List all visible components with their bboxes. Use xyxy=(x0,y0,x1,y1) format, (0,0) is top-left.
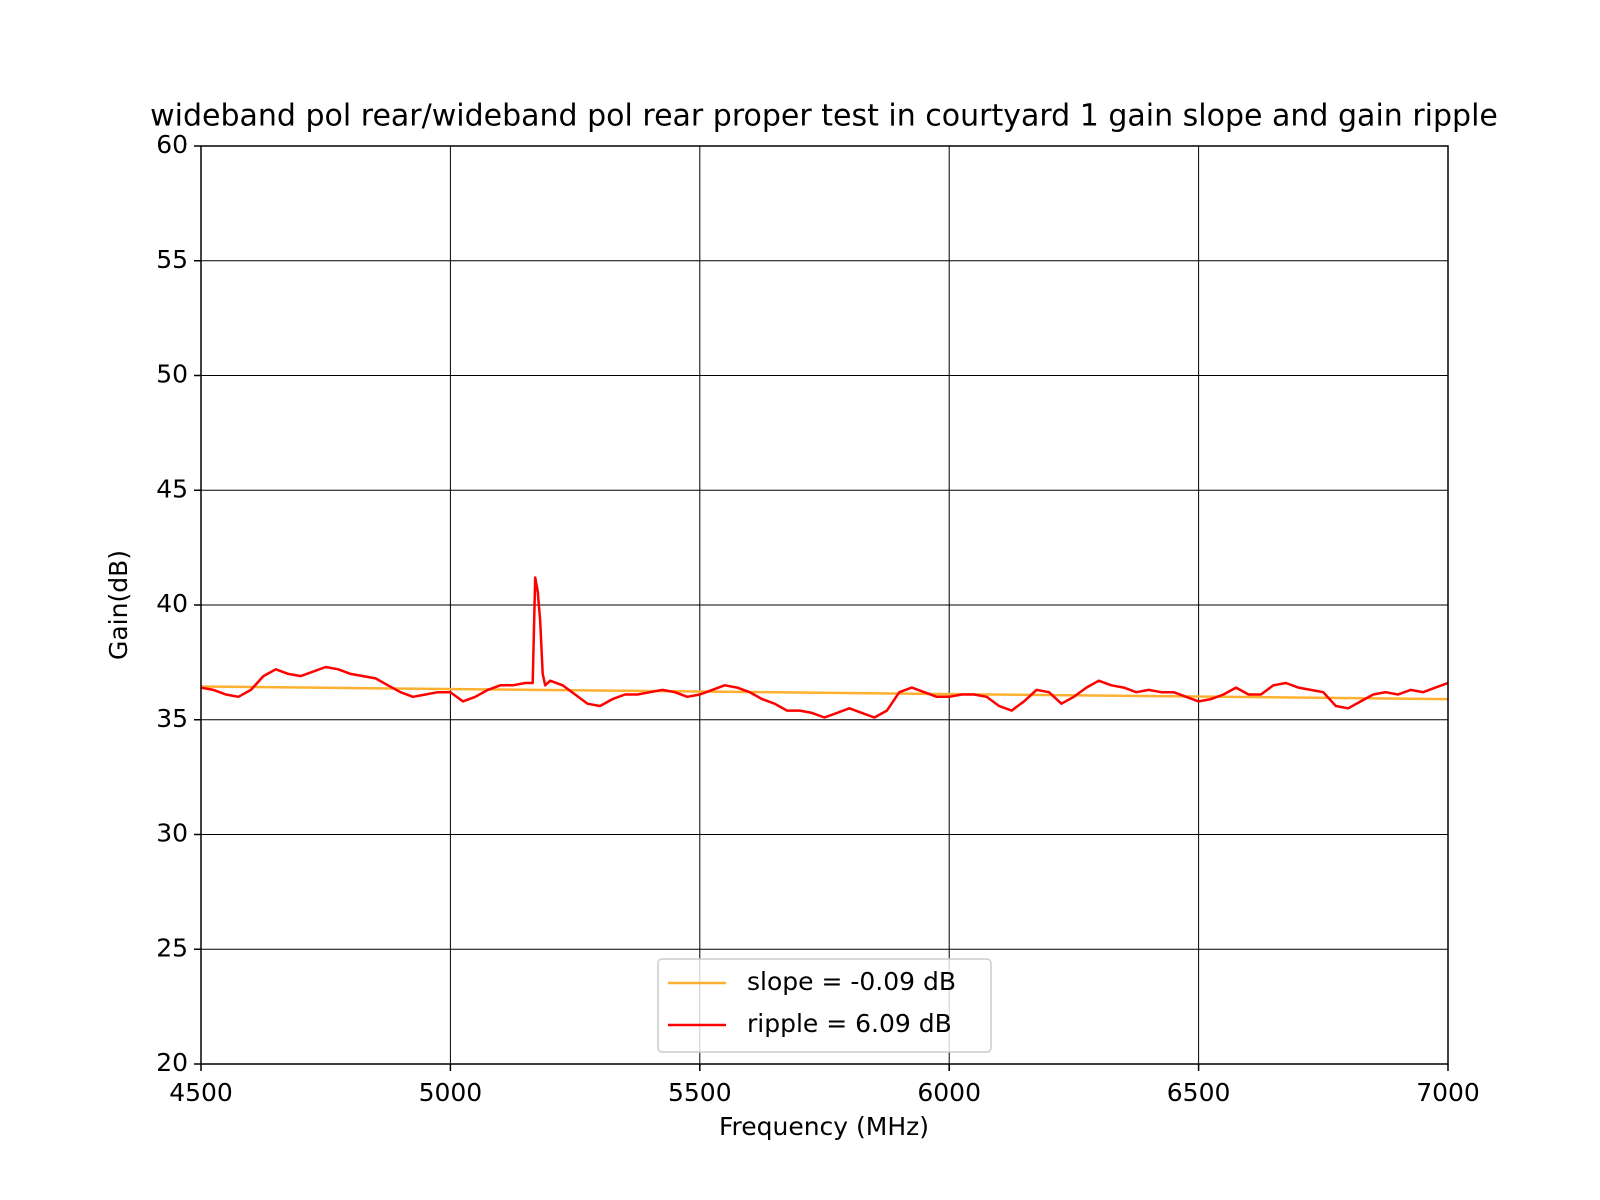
legend-box xyxy=(657,958,992,1053)
y-tick-label: 40 xyxy=(156,589,188,618)
x-tick-label: 5000 xyxy=(419,1078,483,1107)
y-tick-label: 50 xyxy=(156,360,188,389)
legend-label: slope = -0.09 dB xyxy=(747,967,956,996)
x-tick-label: 7000 xyxy=(1416,1078,1480,1107)
x-tick-label: 6000 xyxy=(917,1078,981,1107)
x-axis-label: Frequency (MHz) xyxy=(719,1112,929,1141)
y-tick-label: 20 xyxy=(156,1048,188,1077)
y-tick-label: 60 xyxy=(156,130,188,159)
chart-title: wideband pol rear/wideband pol rear prop… xyxy=(150,99,1498,134)
y-tick-label: 35 xyxy=(156,704,188,733)
data-line xyxy=(200,685,1449,701)
y-axis-label: Gain(dB) xyxy=(104,550,133,660)
data-line xyxy=(200,576,1449,719)
axes-frame xyxy=(200,145,1449,1065)
x-tick-label: 5500 xyxy=(668,1078,732,1107)
y-tick-label: 30 xyxy=(156,819,188,848)
y-tick-label: 25 xyxy=(156,933,188,962)
x-tick-label: 4500 xyxy=(169,1078,233,1107)
legend-label: ripple = 6.09 dB xyxy=(747,1009,952,1038)
y-tick-label: 55 xyxy=(156,245,188,274)
x-tick-label: 6500 xyxy=(1167,1078,1231,1107)
y-tick-label: 45 xyxy=(156,474,188,503)
